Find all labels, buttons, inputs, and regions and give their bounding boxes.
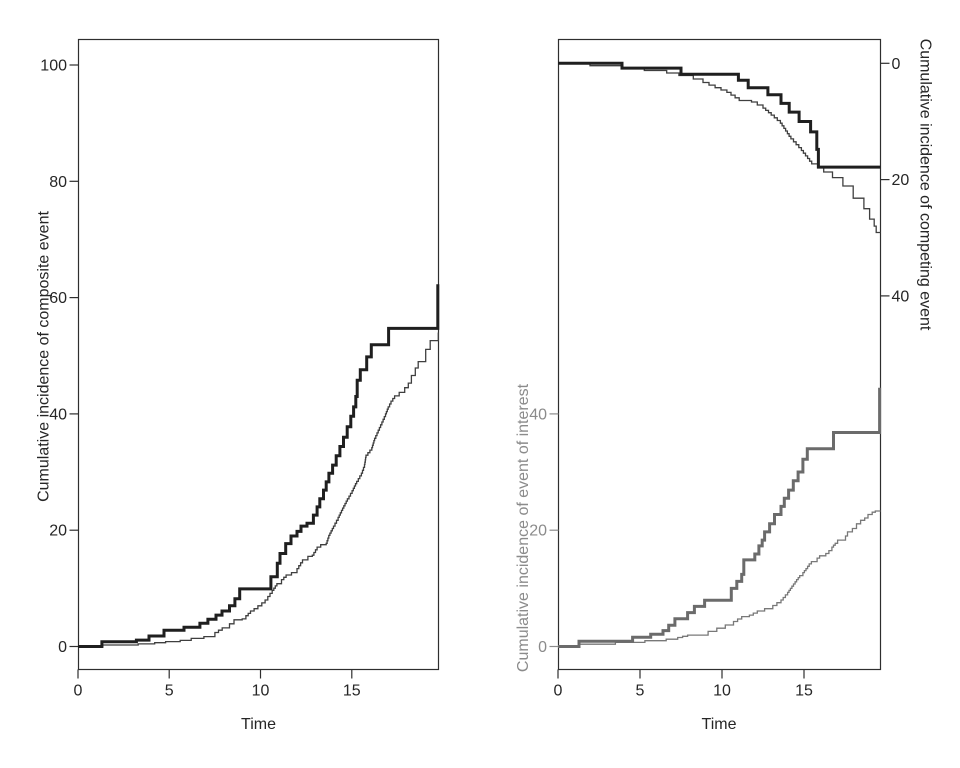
svg-text:0: 0: [538, 639, 547, 656]
svg-text:0: 0: [892, 56, 901, 73]
svg-text:10: 10: [713, 683, 731, 700]
svg-text:15: 15: [343, 683, 361, 700]
svg-text:20: 20: [49, 523, 67, 540]
svg-text:0: 0: [554, 683, 563, 700]
svg-text:40: 40: [529, 406, 547, 423]
svg-text:5: 5: [636, 683, 645, 700]
svg-text:Cumulative incidence of event: Cumulative incidence of event of interes…: [515, 383, 532, 672]
svg-text:60: 60: [49, 290, 67, 307]
svg-text:20: 20: [529, 523, 547, 540]
svg-text:0: 0: [74, 683, 83, 700]
svg-text:Time: Time: [702, 716, 737, 733]
svg-text:100: 100: [40, 58, 67, 75]
svg-text:Cumulative incidence of compos: Cumulative incidence of composite event: [36, 211, 53, 502]
svg-text:Cumulative incidence of compet: Cumulative incidence of competing event: [917, 39, 934, 331]
svg-text:40: 40: [892, 288, 910, 305]
svg-text:Time: Time: [241, 716, 276, 733]
svg-text:0: 0: [58, 639, 67, 656]
svg-text:15: 15: [795, 683, 813, 700]
svg-text:20: 20: [892, 172, 910, 189]
svg-text:80: 80: [49, 174, 67, 191]
svg-text:5: 5: [165, 683, 174, 700]
svg-text:40: 40: [49, 406, 67, 423]
svg-text:10: 10: [252, 683, 270, 700]
